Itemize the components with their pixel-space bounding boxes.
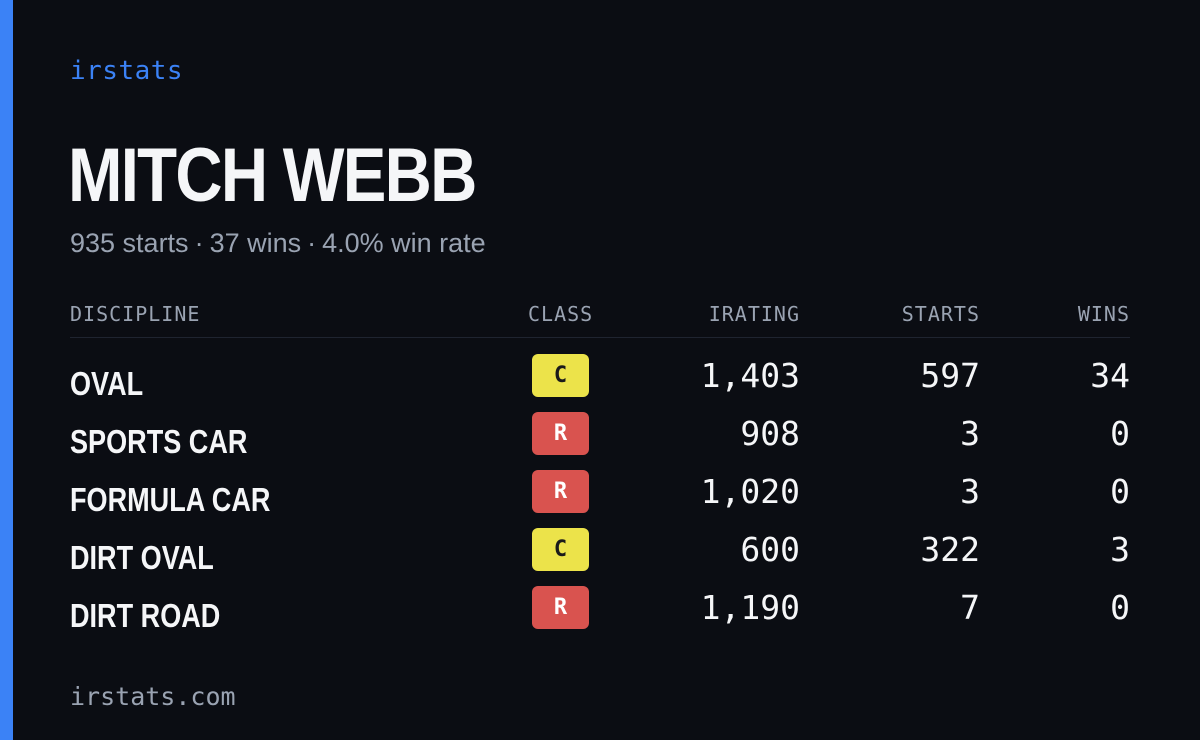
class-badge: C (532, 354, 589, 397)
summary-starts: 935 starts (70, 228, 189, 258)
header-irating: IRATING (708, 302, 800, 326)
class-badge: R (532, 586, 589, 629)
class-badge: R (532, 470, 589, 513)
header-divider (70, 337, 1130, 338)
table-row: SPORTS CAR R 908 3 0 (0, 412, 1200, 470)
row-irating: 1,190 (700, 588, 800, 627)
row-irating: 600 (740, 530, 800, 569)
footer-url: irstats.com (70, 682, 236, 711)
accent-bar (0, 0, 13, 740)
row-discipline: SPORTS CAR (70, 423, 248, 460)
class-badge: R (532, 412, 589, 455)
summary-separator: · (194, 228, 204, 258)
brand-label: irstats (70, 56, 184, 86)
row-irating: 908 (740, 414, 800, 453)
row-starts: 7 (960, 588, 980, 627)
summary-win-rate: 4.0% win rate (322, 228, 486, 258)
row-wins: 34 (1090, 356, 1130, 395)
driver-name: MITCH WEBB (68, 133, 477, 218)
table-row: FORMULA CAR R 1,020 3 0 (0, 470, 1200, 528)
row-discipline: DIRT ROAD (70, 597, 221, 634)
row-starts: 597 (920, 356, 980, 395)
driver-summary: 935 starts · 37 wins · 4.0% win rate (70, 228, 486, 259)
row-wins: 0 (1110, 588, 1130, 627)
row-starts: 322 (920, 530, 980, 569)
row-irating: 1,403 (700, 356, 800, 395)
row-discipline: FORMULA CAR (70, 481, 271, 518)
table-row: DIRT ROAD R 1,190 7 0 (0, 586, 1200, 644)
summary-wins: 37 wins (209, 228, 302, 258)
table-row: DIRT OVAL C 600 322 3 (0, 528, 1200, 586)
class-badge: C (532, 528, 589, 571)
row-starts: 3 (960, 472, 980, 511)
row-discipline: OVAL (70, 365, 144, 402)
table-row: OVAL C 1,403 597 34 (0, 354, 1200, 412)
row-wins: 0 (1110, 414, 1130, 453)
header-discipline: DISCIPLINE (70, 302, 201, 326)
row-wins: 0 (1110, 472, 1130, 511)
row-irating: 1,020 (700, 472, 800, 511)
header-class: CLASS (528, 302, 594, 326)
row-starts: 3 (960, 414, 980, 453)
row-discipline: DIRT OVAL (70, 539, 214, 576)
row-wins: 3 (1110, 530, 1130, 569)
summary-separator: · (307, 228, 317, 258)
header-starts: STARTS (901, 302, 980, 326)
header-wins: WINS (1077, 302, 1130, 326)
